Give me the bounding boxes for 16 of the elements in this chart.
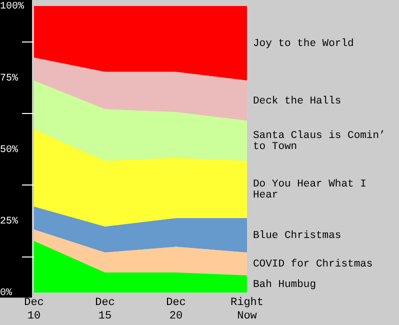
x-tick-label: Dec 10 — [24, 297, 44, 322]
x-tick-label: Right Now — [230, 297, 264, 322]
series-label: Joy to the World — [253, 38, 354, 50]
series-label: Santa Claus is Comin’ to Town — [253, 130, 386, 153]
series-label: Deck the Halls — [253, 95, 342, 108]
x-tick-label: Dec 20 — [166, 297, 186, 322]
series-label: Do You Hear What I Hear — [253, 178, 366, 202]
y-tick-label: 0% — [0, 288, 12, 300]
series-label: Bah Humbug — [253, 278, 316, 291]
y-tick-label: 100% — [0, 2, 24, 13]
series-label: COVID for Christmas — [253, 258, 373, 271]
y-tick-label: 25% — [0, 216, 18, 228]
series-label: Blue Christmas — [253, 230, 342, 242]
y-tick-label: 50% — [0, 144, 18, 156]
y-tick-label: 75% — [0, 73, 18, 84]
x-tick-label: Dec 15 — [95, 297, 115, 322]
